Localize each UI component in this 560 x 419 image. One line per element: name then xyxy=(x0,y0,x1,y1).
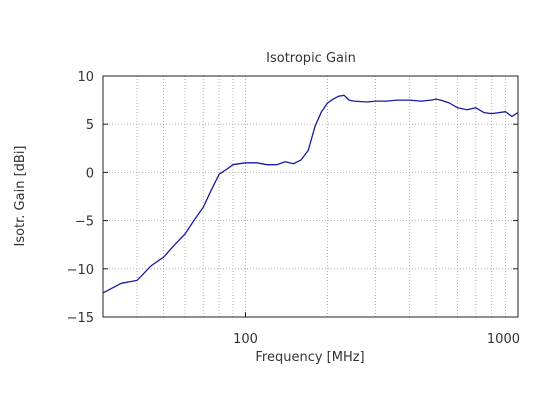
y-tick-label: 0 xyxy=(86,166,94,181)
y-tick-label: −10 xyxy=(67,263,94,278)
y-axis-label: Isotr. Gain [dBi] xyxy=(13,145,28,246)
y-tick-label: −5 xyxy=(75,215,94,230)
axis-ticks: 10 5 0 −5 −10 −15 100 1000 xyxy=(67,70,520,347)
plot-frame xyxy=(102,75,519,318)
y-tick-label: −15 xyxy=(67,311,94,326)
x-tick-label: 1000 xyxy=(487,332,520,347)
grid xyxy=(103,76,518,317)
series-line xyxy=(102,94,519,294)
data-marks xyxy=(102,94,519,294)
x-axis-label: Frequency [MHz] xyxy=(255,350,364,365)
y-tick-label: 5 xyxy=(86,118,94,133)
x-tick-label: 100 xyxy=(233,332,258,347)
chart-title: Isotropic Gain xyxy=(266,51,356,66)
y-tick-label: 10 xyxy=(77,70,94,85)
